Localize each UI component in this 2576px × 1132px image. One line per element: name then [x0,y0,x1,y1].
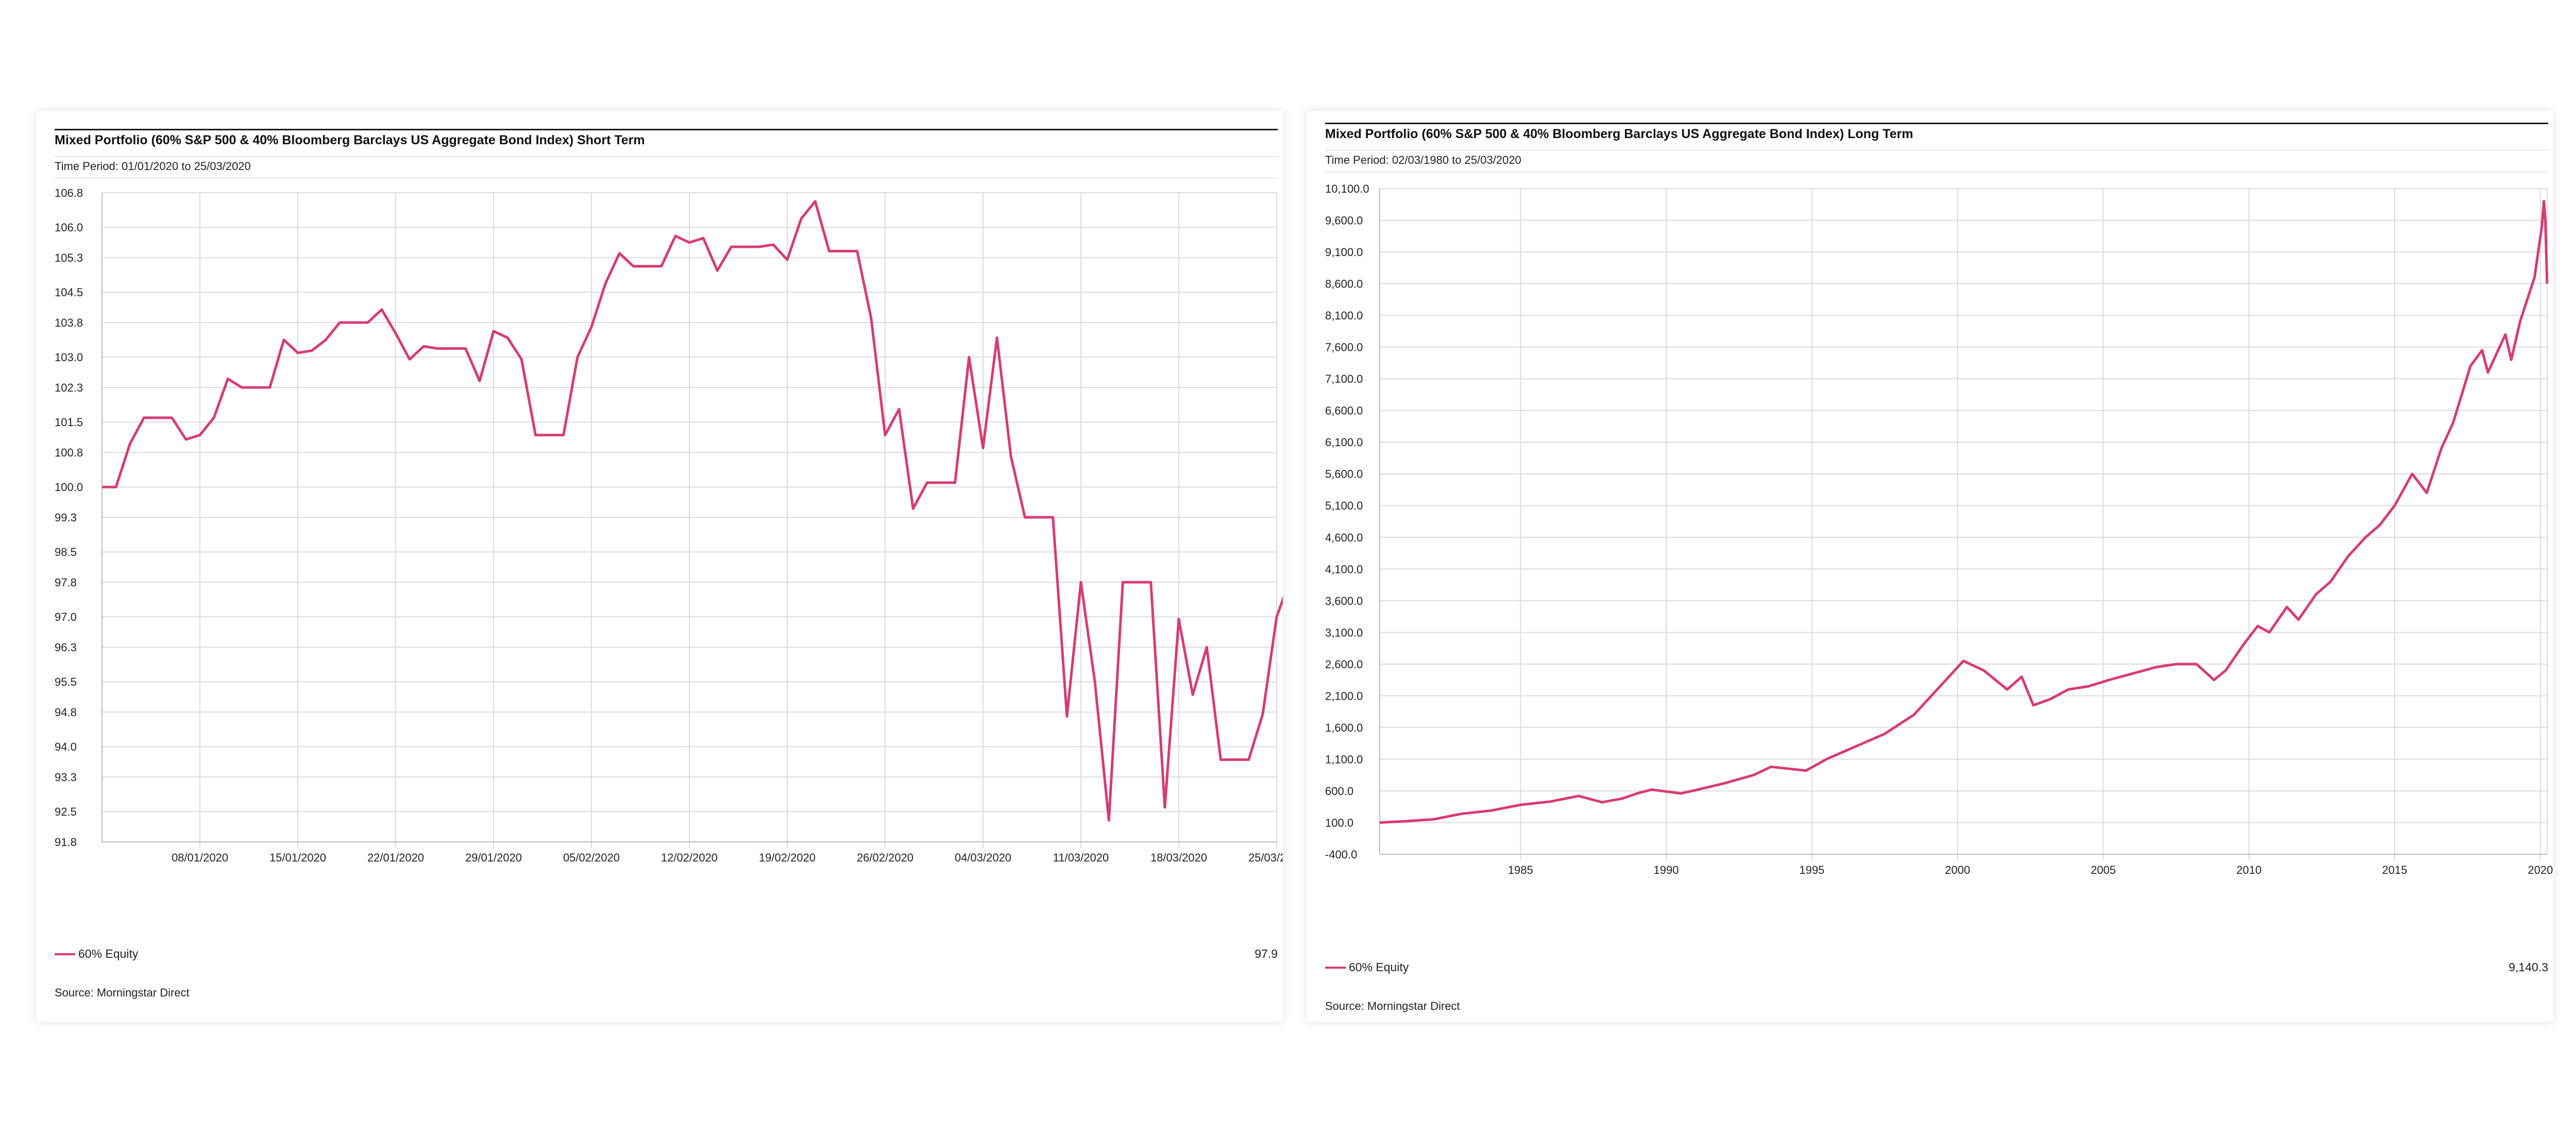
y-tick-label: 103.0 [55,351,83,364]
y-tick-label: 100.8 [55,446,83,459]
y-tick-label: 94.0 [55,740,77,753]
y-tick-label: 10,100.0 [1325,182,1369,195]
last-value: 97.9 [1255,947,1278,960]
y-tick-label: 9,100.0 [1325,246,1363,259]
y-tick-label: 1,600.0 [1325,721,1363,734]
y-tick-label: 3,600.0 [1325,595,1363,607]
y-tick-label: 101.5 [55,416,83,429]
y-tick-label: 8,100.0 [1325,309,1363,322]
chart-plot-short-term: 106.8 106.0 105.3 104.5 103.8 103.0 102.3 101.5… [55,187,1283,864]
series-60-equity [1379,200,2549,824]
x-tick-label: 05/02/2020 [563,851,620,864]
x-tick-label: 29/01/2020 [465,851,522,864]
legend-label: 60% Equity [78,947,139,960]
x-tick-label: 1995 [1799,864,1824,876]
y-tick-label: 1,100.0 [1325,753,1363,766]
x-tick-label: 12/02/2020 [661,851,718,864]
y-tick-label: 6,100.0 [1325,436,1363,449]
x-tick-label: 04/03/2020 [955,851,1011,864]
y-tick-label: 106.0 [55,221,83,234]
y-tick-label: 92.5 [55,805,77,818]
y-tick-label: 94.8 [55,706,77,719]
x-tick-label: 25/03/2020 [1248,851,1283,864]
source-note: Source: Morningstar Direct [55,986,190,999]
y-tick-label: 5,600.0 [1325,468,1363,481]
x-tick-label: 19/02/2020 [759,851,816,864]
x-tick-label: 26/02/2020 [857,851,913,864]
y-tick-label: 106.8 [55,187,83,199]
y-tick-label: 102.3 [55,381,83,394]
y-tick-label: 103.8 [55,316,83,329]
chart-card-short-term: Mixed Portfolio (60% S&P 500 & 40% Bloom… [36,110,1283,1022]
x-tick-label: 2000 [1945,864,1970,876]
y-tick-label: 95.5 [55,675,77,688]
y-tick-label: -400.0 [1325,848,1357,861]
title-rule [1325,123,2548,124]
legend-swatch [55,953,75,955]
y-tick-label: 3,100.0 [1325,626,1363,639]
y-tick-label: 97.8 [55,576,77,589]
y-tick-label: 104.5 [55,286,83,299]
x-tick-label: 15/01/2020 [269,851,326,864]
y-tick-label: 9,600.0 [1325,214,1363,227]
source-note: Source: Morningstar Direct [1325,1000,1460,1012]
series-60-equity [101,200,1283,822]
y-tick-label: 600.0 [1325,785,1353,798]
last-value: 9,140.3 [2509,960,2548,974]
title-separator [55,156,1278,157]
legend-swatch [1325,966,1346,969]
series-line [1379,200,2549,824]
x-tick-label: 2020 [2528,864,2553,876]
y-tick-label: 6,600.0 [1325,404,1363,417]
x-tick-label: 1985 [1508,864,1533,876]
y-tick-label: 4,100.0 [1325,563,1363,576]
series-line [102,200,1283,822]
y-tick-label: 2,600.0 [1325,658,1363,671]
y-tick-label: 2,100.0 [1325,689,1363,702]
legend: 60% Equity [55,947,138,961]
legend: 60% Equity [1325,960,1409,974]
x-tick-label: 08/01/2020 [172,851,228,864]
chart-card-long-term: Mixed Portfolio (60% S&P 500 & 40% Bloom… [1307,110,2553,1022]
y-tick-label: 97.0 [55,611,77,623]
y-tick-label: 96.3 [55,641,77,654]
chart-subtitle: Time Period: 01/01/2020 to 25/03/2020 [55,160,251,173]
x-tick-label: 1990 [1654,864,1679,876]
y-tick-label: 7,600.0 [1325,341,1363,354]
y-tick-label: 99.3 [55,511,77,524]
y-tick-label: 8,600.0 [1325,278,1363,291]
y-tick-label: 100.0 [1325,816,1353,829]
chart-title: Mixed Portfolio (60% S&P 500 & 40% Bloom… [55,133,645,147]
chart-title: Mixed Portfolio (60% S&P 500 & 40% Bloom… [1325,127,1913,141]
legend-label: 60% Equity [1349,960,1409,974]
x-tick-label: 2010 [2236,864,2262,876]
y-tick-label: 105.3 [55,251,83,264]
x-tick-label: 2015 [2382,864,2408,876]
chart-plot-long-term: 10,100.0 9,600.0 9,100.0 8,600.0 8,100.0 7,60… [1325,182,2553,876]
title-rule [55,129,1278,130]
y-tick-label: 4,600.0 [1325,531,1363,544]
y-tick-label: 91.8 [55,836,77,849]
x-tick-label: 2005 [2091,864,2116,876]
y-tick-label: 98.5 [55,546,77,559]
y-tick-label: 100.0 [55,481,83,494]
y-tick-label: 5,100.0 [1325,499,1363,512]
x-tick-label: 18/03/2020 [1150,851,1207,864]
chart-subtitle: Time Period: 02/03/1980 to 25/03/2020 [1325,154,1521,166]
y-tick-label: 93.3 [55,771,77,784]
x-tick-label: 22/01/2020 [367,851,424,864]
y-tick-label: 7,100.0 [1325,373,1363,385]
x-tick-label: 11/03/2020 [1053,851,1109,864]
